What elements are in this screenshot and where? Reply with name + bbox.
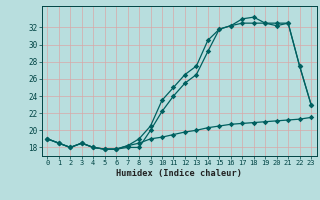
X-axis label: Humidex (Indice chaleur): Humidex (Indice chaleur)	[116, 169, 242, 178]
